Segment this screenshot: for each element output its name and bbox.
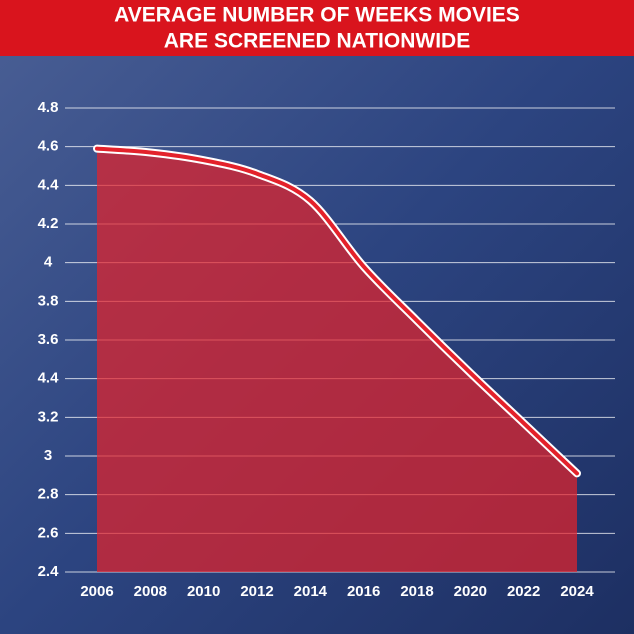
x-tick-label: 2006 — [80, 583, 113, 600]
y-tick-label: 3.8 — [38, 292, 59, 309]
y-tick-label: 3.2 — [38, 408, 59, 425]
y-tick-label: 3 — [44, 447, 52, 464]
y-tick-label: 4.4 — [38, 370, 60, 387]
y-tick-label: 4 — [44, 254, 53, 271]
y-tick-label: 3.6 — [38, 331, 59, 348]
x-tick-label: 2012 — [240, 583, 273, 600]
y-tick-label: 4.4 — [38, 176, 60, 193]
x-tick-label: 2010 — [187, 583, 220, 600]
x-tick-label: 2018 — [400, 583, 433, 600]
title-banner — [0, 0, 634, 56]
chart-title: ARE SCREENED NATIONWIDE — [164, 30, 470, 53]
x-tick-label: 2008 — [134, 583, 167, 600]
line — [95, 146, 579, 476]
y-tick-label: 2.6 — [38, 524, 59, 541]
x-tick-label: 2024 — [560, 583, 594, 600]
x-tick-label: 2020 — [454, 583, 487, 600]
y-tick-label: 4.8 — [38, 99, 59, 116]
area — [97, 148, 577, 572]
y-tick-label: 4.6 — [38, 138, 59, 155]
x-tick-label: 2014 — [294, 583, 328, 600]
y-tick-label: 2.4 — [38, 563, 60, 580]
x-tick-label: 2016 — [347, 583, 380, 600]
y-tick-label: 2.8 — [38, 486, 59, 503]
y-tick-label: 4.2 — [38, 215, 59, 232]
chart-title: AVERAGE NUMBER OF WEEKS MOVIES — [114, 4, 520, 27]
x-tick-label: 2022 — [507, 583, 540, 600]
